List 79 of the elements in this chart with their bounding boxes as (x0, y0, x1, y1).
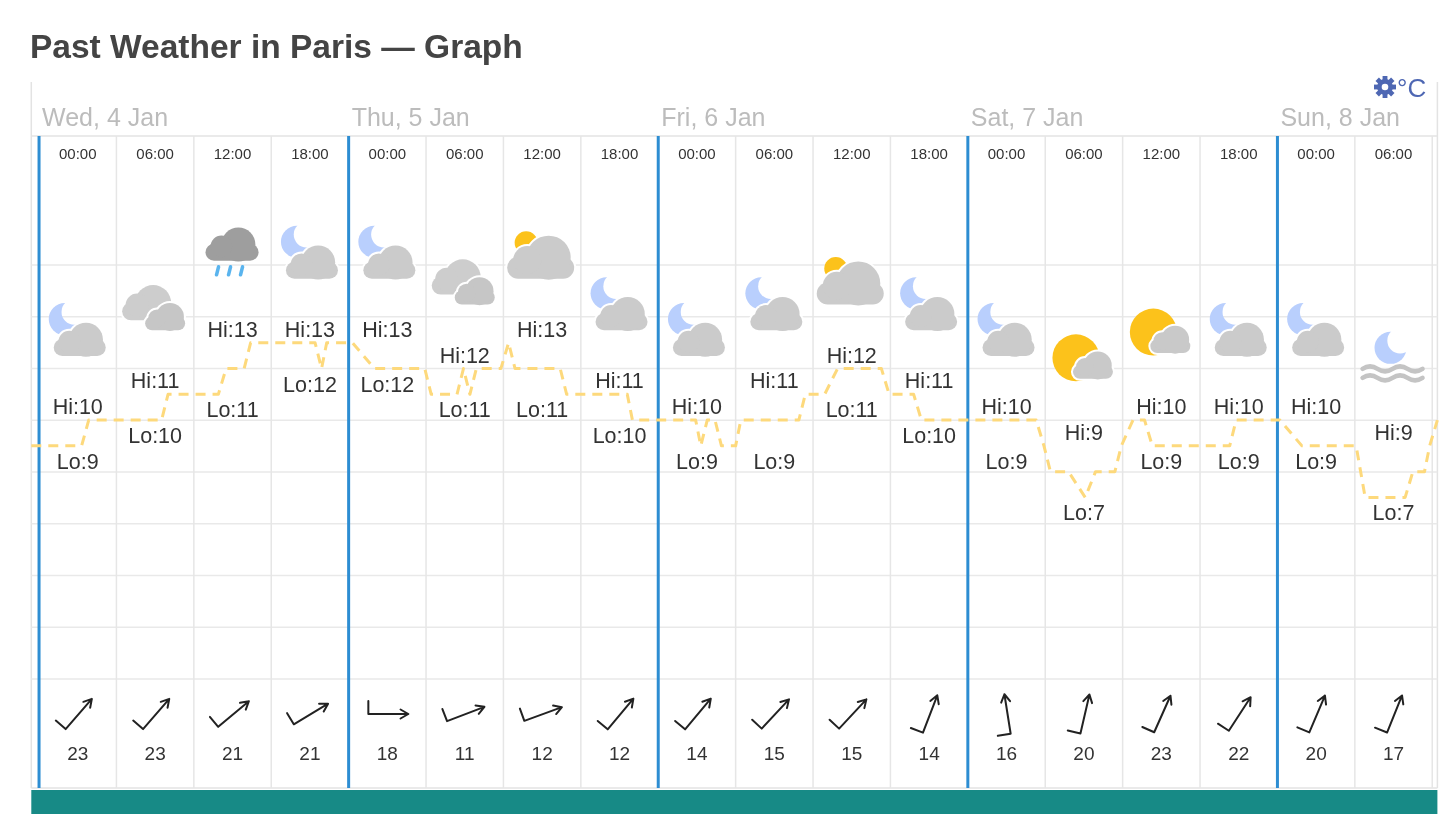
data-label: Hi:10 (1213, 395, 1264, 420)
data-label: Hi:10 (981, 395, 1032, 420)
text: 20 (1073, 742, 1095, 764)
text: 20 (1305, 742, 1327, 764)
data-label: Hi:12 (439, 343, 490, 368)
data-label: Hi:13 (284, 317, 336, 342)
data-label: Lo:9 (56, 449, 99, 474)
data-label: Lo:11 (438, 398, 491, 423)
data-label: Lo:9 (753, 449, 796, 474)
data-label: Hi:11 (750, 369, 799, 394)
data-label: Hi:10 (1136, 395, 1187, 420)
text: 12 (608, 742, 631, 764)
data-label: Lo:11 (206, 398, 259, 423)
text: 15 (763, 742, 785, 764)
data-label: Lo:12 (283, 372, 337, 397)
data-label: Lo:7 (1372, 501, 1415, 526)
x-tick-label: 12:00 (1142, 144, 1181, 162)
text: 14 (686, 742, 708, 764)
data-label: Lo:9 (1295, 449, 1338, 474)
text: 14 (918, 742, 941, 764)
x-tick-label: 18:00 (1219, 144, 1258, 162)
data-label: Hi:11 (130, 369, 180, 394)
text: 12 (531, 742, 553, 764)
text: °C (1397, 73, 1427, 103)
data-label: Lo:10 (592, 424, 647, 449)
x-tick-label: 18:00 (291, 144, 329, 162)
data-label: Lo:9 (676, 449, 718, 474)
x-tick-label: 00:00 (678, 144, 716, 162)
data-label: Hi:13 (207, 317, 258, 342)
ref-line-label: Fri, 6 Jan (661, 103, 766, 131)
text: 18 (376, 742, 398, 764)
data-label: Hi:11 (904, 369, 954, 394)
x-tick-label: 12:00 (213, 144, 252, 162)
data-label: Lo:7 (1063, 501, 1105, 526)
text: 16 (995, 742, 1018, 764)
data-label: Hi:9 (1374, 420, 1413, 445)
text: 23 (1150, 742, 1172, 764)
ref-line-label: Wed, 4 Jan (42, 103, 169, 131)
x-tick-label: 00:00 (58, 144, 97, 162)
x-tick-label: 00:00 (368, 144, 407, 162)
data-label: Hi:10 (671, 395, 723, 420)
x-tick-label: 06:00 (136, 144, 174, 162)
data-label: Lo:11 (516, 398, 569, 423)
data-label: Hi:12 (826, 343, 877, 368)
data-label: Lo:9 (1217, 449, 1260, 474)
data-label: Lo:10 (128, 424, 183, 449)
x-tick-label: 06:00 (1374, 144, 1413, 162)
data-label: Hi:13 (517, 317, 568, 342)
x-tick-label: 12:00 (523, 144, 561, 162)
text: 23 (144, 742, 166, 764)
text: 22 (1228, 742, 1250, 764)
text: 21 (299, 742, 321, 764)
data-label: Lo:12 (360, 372, 415, 397)
x-tick-label: 12:00 (832, 144, 871, 162)
data-label: Hi:9 (1064, 420, 1104, 445)
data-label: Hi:10 (1291, 395, 1342, 420)
text: 23 (67, 742, 89, 764)
data-label: Hi:10 (52, 395, 103, 420)
x-tick-label: 06:00 (1065, 144, 1103, 162)
data-label: Hi:13 (362, 317, 413, 342)
data-label: Lo:9 (1140, 449, 1183, 474)
data-label: Lo:9 (985, 449, 1028, 474)
text: 15 (841, 742, 863, 764)
text: 17 (1382, 742, 1405, 764)
text: 21 (221, 742, 244, 764)
x-tick-label: 18:00 (600, 144, 639, 162)
x-tick-label: 06:00 (755, 144, 794, 162)
data-label: Lo:11 (825, 398, 878, 423)
x-tick-label: 00:00 (987, 144, 1026, 162)
x-tick-label: 06:00 (445, 144, 484, 162)
x-tick-label: 18:00 (910, 144, 948, 162)
chart-title: Past Weather in Paris — Graph (30, 27, 523, 65)
text: 11 (454, 742, 475, 764)
ref-line-label: Sun, 8 Jan (1280, 103, 1400, 131)
data-label: Lo:10 (902, 424, 957, 449)
data-label: Hi:11 (595, 369, 644, 394)
ref-line-label: Sat, 7 Jan (970, 103, 1084, 131)
ref-line-label: Thu, 5 Jan (351, 103, 470, 131)
x-tick-label: 00:00 (1297, 144, 1335, 162)
